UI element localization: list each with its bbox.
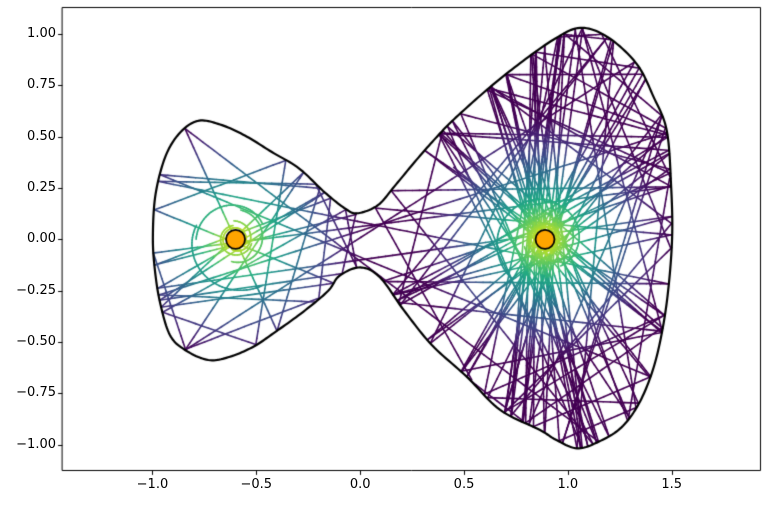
matplotlib-figure: −1.0 −0.5 0.0 0.5 1.0 1.5 1.00 0.75 0.50 0.25 0.00… — [0, 0, 769, 505]
plot-canvas — [0, 0, 769, 505]
